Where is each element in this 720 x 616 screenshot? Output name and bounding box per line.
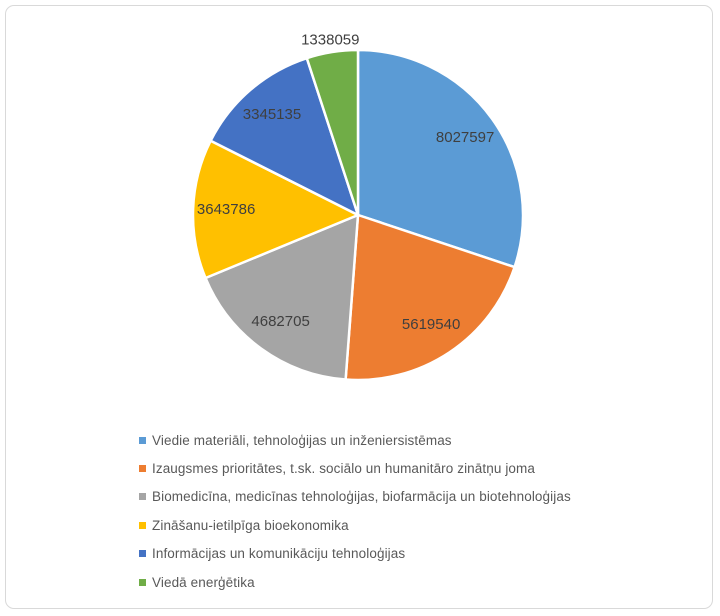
pie-data-label-0: 8027597 [436,129,494,146]
legend-label: Viedie materiāli, tehnoloģijas un inženi… [152,432,452,448]
chart-legend: Viedie materiāli, tehnoloģijas un inženi… [139,426,571,596]
legend-marker-icon [139,493,146,501]
legend-marker-icon [139,578,146,586]
pie-slice-2 [204,213,360,381]
legend-item: Biomedicīna, medicīnas tehnoloģijas, bio… [139,483,571,511]
pie-slices [191,48,525,382]
pie-data-label-3: 3643786 [197,201,255,218]
pie-slice-0 [356,48,525,269]
legend-item: Informācijas un komunikāciju tehnoloģija… [139,540,571,568]
legend-label: Viedā enerģētika [152,574,255,590]
pie-data-label-5: 1338059 [301,32,359,49]
pie-data-label-2: 4682705 [251,313,309,330]
legend-marker-icon [139,465,146,473]
pie-data-label-1: 5619540 [402,316,460,333]
pie-data-label-4: 3345135 [243,106,301,123]
legend-label: Zināšanu-ietilpīga bioekonomika [152,517,349,533]
pie-data-labels: 8027597 5619540 4682705 3643786 3345135 13380… [197,32,494,333]
legend-marker-icon [139,550,146,558]
pie-slice-3 [191,139,360,280]
legend-item: Zināšanu-ietilpīga bioekonomika [139,511,571,539]
legend-label: Biomedicīna, medicīnas tehnoloģijas, bio… [152,489,571,505]
legend-marker-icon [139,521,146,529]
pie-slice-4 [209,56,360,217]
legend-label: Informācijas un komunikāciju tehnoloģija… [152,546,406,562]
legend-label: Izaugsmes prioritātes, t.sk. sociālo un … [152,461,535,477]
legend-marker-icon [139,436,146,444]
legend-item: Viedie materiāli, tehnoloģijas un inženi… [139,426,571,454]
pie-slice-1 [344,213,516,382]
legend-item: Viedā enerģētika [139,568,571,596]
pie-slice-5 [305,48,360,217]
legend-item: Izaugsmes prioritātes, t.sk. sociālo un … [139,454,571,482]
